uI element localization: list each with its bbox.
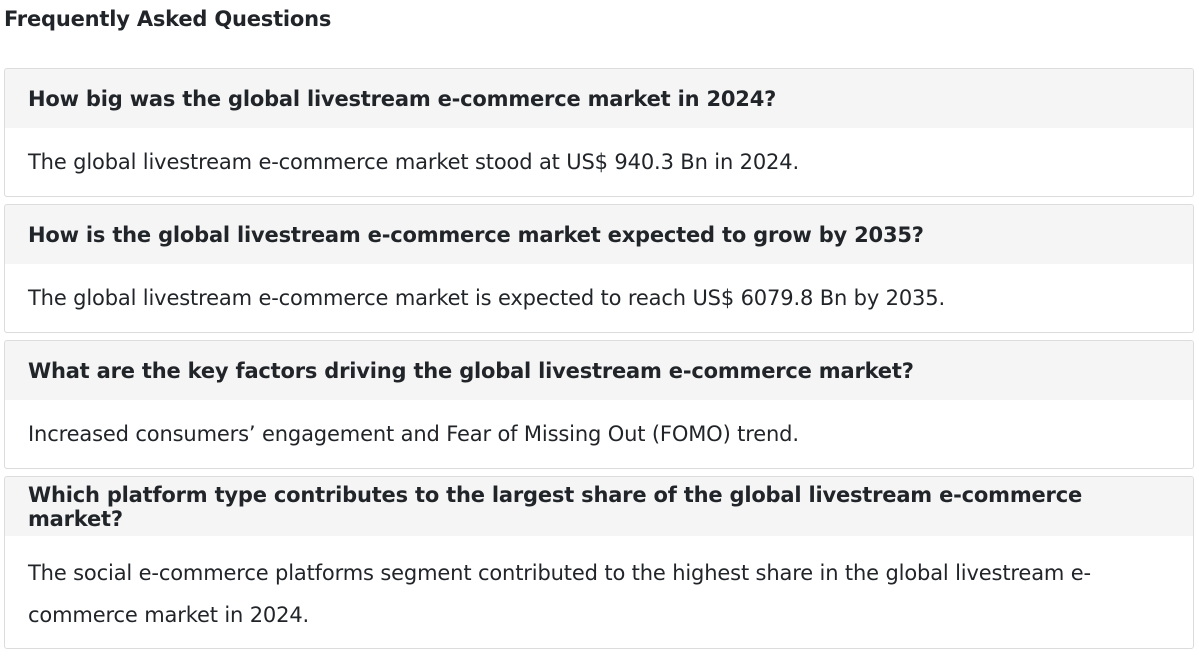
faq-answer: The global livestream e-commerce market … xyxy=(28,286,945,310)
faq-answer: The social e-commerce platforms segment … xyxy=(28,561,1091,627)
faq-item: What are the key factors driving the glo… xyxy=(4,340,1194,469)
faq-answer: Increased consumers’ engagement and Fear… xyxy=(28,422,799,446)
faq-question[interactable]: How big was the global livestream e-comm… xyxy=(5,69,1193,128)
faq-item: How big was the global livestream e-comm… xyxy=(4,68,1194,197)
faq-question[interactable]: Which platform type contributes to the l… xyxy=(5,477,1193,536)
faq-item: How is the global livestream e-commerce … xyxy=(4,204,1194,333)
faq-question[interactable]: What are the key factors driving the glo… xyxy=(5,341,1193,400)
faq-question[interactable]: How is the global livestream e-commerce … xyxy=(5,205,1193,264)
faq-list: How big was the global livestream e-comm… xyxy=(4,68,1194,656)
faq-item: Which platform type contributes to the l… xyxy=(4,476,1194,649)
faq-answer: The global livestream e-commerce market … xyxy=(28,150,799,174)
faq-heading: Frequently Asked Questions xyxy=(4,7,332,31)
